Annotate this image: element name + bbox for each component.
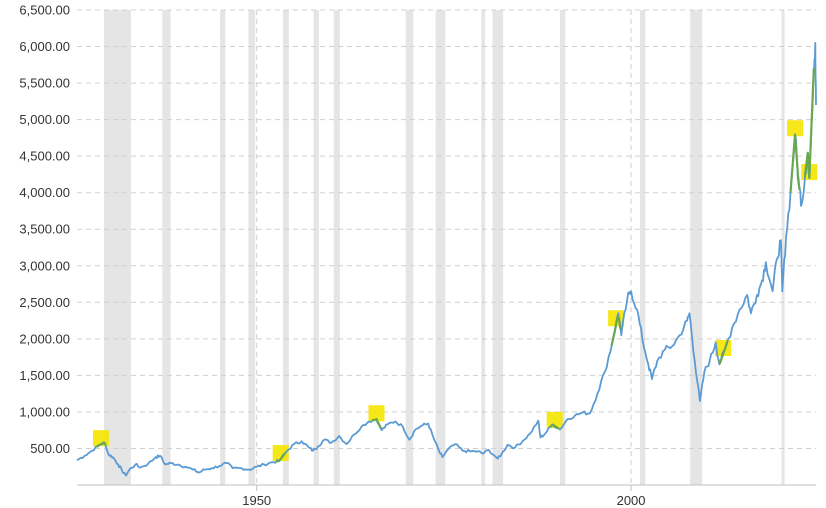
highlight-line xyxy=(610,314,622,346)
series-line xyxy=(76,42,817,477)
y-tick-label: 1,500.00 xyxy=(19,368,70,383)
highlight-markers xyxy=(92,120,818,461)
recession-band xyxy=(282,10,289,485)
y-tick-label: 5,500.00 xyxy=(19,76,70,91)
highlight-marker xyxy=(368,405,385,422)
series-layer xyxy=(76,42,817,477)
recession-band xyxy=(333,10,340,485)
recession-band xyxy=(313,10,319,485)
grid-lines xyxy=(77,9,816,485)
y-tick-label: 2,500.00 xyxy=(19,295,70,310)
y-tick-label: 2,000.00 xyxy=(19,331,70,346)
recession-band xyxy=(481,10,486,485)
x-axis-ticks: 1950 2000 xyxy=(242,485,646,508)
recession-band xyxy=(103,10,131,485)
highlight-line xyxy=(371,417,382,430)
highlight-marker xyxy=(546,411,563,428)
y-tick-label: 5,000.00 xyxy=(19,112,70,127)
highlight-line xyxy=(789,134,801,193)
y-axis-ticks: 500.00 1,000.00 1,500.00 2,000.00 2,500.00 3,… xyxy=(19,3,70,456)
highlight-line xyxy=(549,423,560,430)
recession-band xyxy=(690,10,703,485)
recession-band xyxy=(248,10,256,485)
y-tick-label: 6,500.00 xyxy=(19,3,70,18)
recession-bands xyxy=(103,10,785,485)
highlight-line xyxy=(803,68,815,179)
highlight-line xyxy=(95,441,107,448)
highlight-marker xyxy=(787,120,804,137)
y-tick-label: 500.00 xyxy=(30,441,70,456)
recession-band xyxy=(162,10,171,485)
recession-band xyxy=(492,10,504,485)
recession-band xyxy=(781,10,785,485)
recession-band xyxy=(220,10,226,485)
y-tick-label: 6,000.00 xyxy=(19,39,70,54)
recession-band xyxy=(435,10,446,485)
highlight-marker xyxy=(272,444,289,461)
recession-band xyxy=(559,10,566,485)
recession-band xyxy=(640,10,646,485)
highlight-line xyxy=(275,452,286,463)
x-tick-label: 2000 xyxy=(617,493,646,508)
y-tick-label: 4,500.00 xyxy=(19,149,70,164)
recession-band xyxy=(405,10,414,485)
y-tick-label: 1,000.00 xyxy=(19,404,70,419)
y-tick-label: 3,000.00 xyxy=(19,258,70,273)
y-tick-label: 3,500.00 xyxy=(19,222,70,237)
highlight-line xyxy=(717,340,729,365)
x-tick-label: 1950 xyxy=(242,493,271,508)
y-tick-label: 4,000.00 xyxy=(19,185,70,200)
